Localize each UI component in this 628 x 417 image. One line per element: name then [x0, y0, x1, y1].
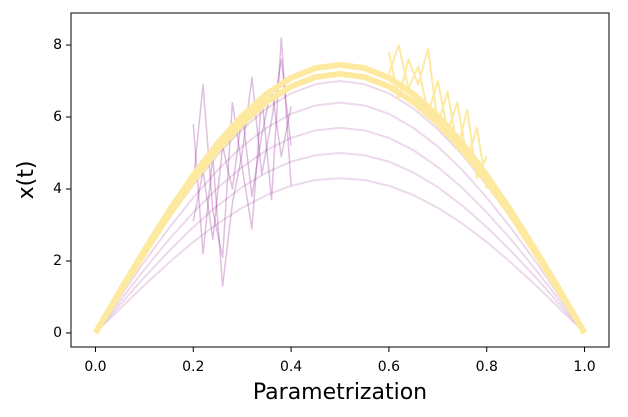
- x-tick-label: 0.2: [182, 359, 204, 375]
- x-tick-label: 0.8: [476, 359, 498, 375]
- x-tick-label: 0.4: [280, 359, 302, 375]
- data-line: [192, 37, 292, 259]
- x-tick-label: 0.6: [378, 359, 400, 375]
- data-line: [94, 126, 586, 334]
- x-axis-label: Parametrization: [253, 380, 427, 405]
- plot-frame: [70, 12, 610, 348]
- data-line: [92, 61, 588, 335]
- data-line: [94, 101, 586, 334]
- data-line: [387, 44, 488, 190]
- x-tick-label: 0.0: [84, 359, 106, 375]
- y-tick-label: 2: [53, 253, 62, 269]
- y-tick-label: 8: [53, 37, 62, 53]
- y-tick-label: 6: [53, 109, 62, 125]
- x-tick-label: 1.0: [573, 359, 595, 375]
- data-line: [92, 70, 588, 335]
- data-line: [94, 177, 586, 334]
- y-tick-label: 0: [53, 325, 62, 341]
- data-line: [94, 152, 586, 334]
- y-axis-label: x(t): [14, 161, 39, 200]
- y-tick-label: 4: [53, 181, 62, 197]
